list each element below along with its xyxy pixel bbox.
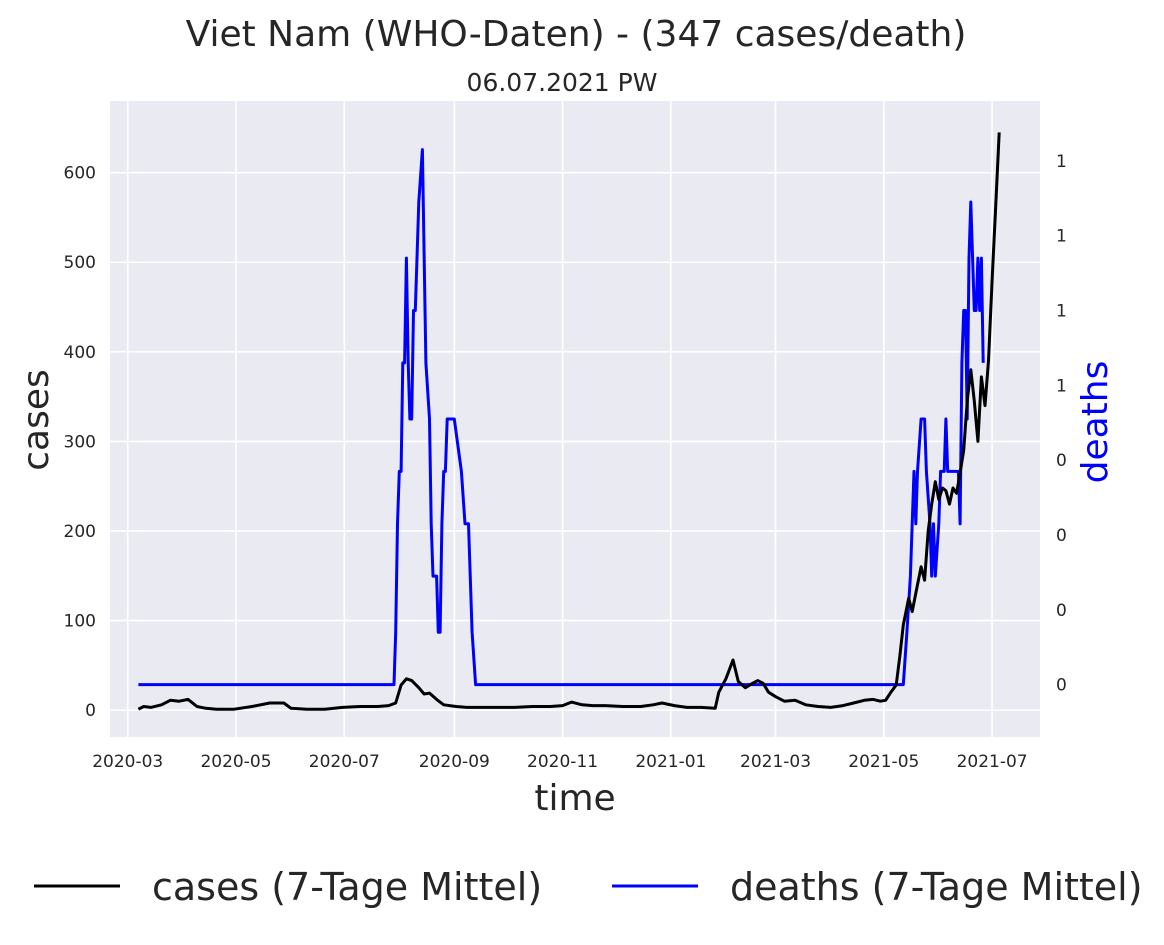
y-tick-label: 100 [64, 612, 96, 632]
x-axis-ticks: 2020-03 2020-05 2020-07 2020-09 2020-11 2021-… [92, 752, 1027, 772]
y-axis-ticks: 0 100 200 300 400 500 600 [64, 164, 96, 721]
y-tick-label: 300 [64, 432, 96, 452]
y2-tick-label: 0 [1056, 601, 1067, 621]
y2-tick-label: 1 [1056, 376, 1067, 396]
grid-lines [110, 101, 1040, 737]
x-tick-label: 2020-11 [527, 752, 598, 772]
y2-tick-label: 0 [1056, 676, 1067, 696]
x-tick-label: 2020-05 [200, 752, 271, 772]
x-tick-label: 2021-03 [740, 752, 811, 772]
x-tick-label: 2020-09 [419, 752, 490, 772]
legend: cases (7-Tage Mittel) deaths (7-Tage Mitt… [34, 865, 1143, 909]
x-tick-label: 2021-07 [957, 752, 1028, 772]
deaths-line [138, 148, 985, 687]
legend-label: deaths (7-Tage Mittel) [730, 865, 1143, 909]
chart-title: Viet Nam (WHO-Daten) - (347 cases/death) [186, 14, 967, 55]
x-tick-label: 2021-01 [635, 752, 706, 772]
y-axis-label: cases [16, 369, 57, 471]
cases-line [137, 132, 1001, 711]
y2-axis-ticks: 0 0 0 0 1 1 1 1 [1056, 152, 1067, 696]
x-tick-label: 2020-03 [92, 752, 163, 772]
y2-tick-label: 1 [1056, 302, 1067, 322]
y-tick-label: 0 [85, 701, 96, 721]
y2-tick-label: 1 [1056, 227, 1067, 247]
series-layer [137, 132, 1001, 711]
x-tick-label: 2020-07 [309, 752, 380, 772]
x-tick-label: 2021-05 [848, 752, 919, 772]
plot-area [110, 101, 1040, 737]
legend-label: cases (7-Tage Mittel) [152, 865, 542, 909]
y-tick-label: 400 [64, 343, 96, 363]
y-tick-label: 200 [64, 522, 96, 542]
y2-tick-label: 0 [1056, 451, 1067, 471]
y-tick-label: 500 [64, 253, 96, 273]
y2-tick-label: 0 [1056, 526, 1067, 546]
y2-tick-label: 1 [1056, 152, 1067, 172]
chart-subtitle: 06.07.2021 PW [467, 68, 658, 97]
y2-axis-label: deaths [1075, 361, 1116, 484]
y-tick-label: 600 [64, 164, 96, 184]
x-axis-label: time [534, 778, 615, 819]
